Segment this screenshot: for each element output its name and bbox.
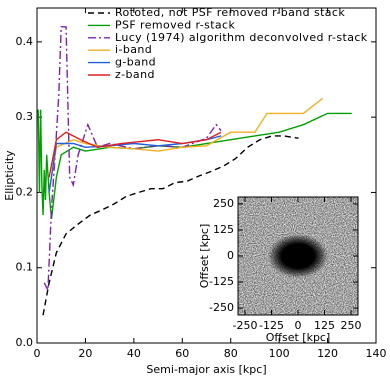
plot-frame [36,7,377,344]
y-tick-label: -250 [209,301,234,314]
y-axis-label: Offset [kpc] [198,224,211,289]
galaxy [268,234,328,278]
y-tick-label: 0.1 [16,261,34,274]
series-line [48,131,222,178]
y-tick-label: 0.3 [16,110,34,123]
legend-label: i-band [115,43,152,56]
x-tick-label: -250 [233,319,258,332]
series-line [48,97,324,193]
legend-label: z-band [115,68,155,81]
legend-label: g-band [115,56,156,69]
y-tick-label: 125 [213,223,234,236]
plot-frame [237,196,359,316]
legend-label: PSF removed r-stack [115,18,236,31]
series-line [42,135,299,316]
x-tick-label: 0 [295,319,302,332]
series-line [37,109,352,219]
legend-label: Rototed, not PSF removed r-band stack [115,6,345,19]
series-line [48,135,222,193]
x-tick-label: 40 [127,347,141,360]
x-tick-label: -125 [259,319,284,332]
y-tick-label: 0.2 [16,185,34,198]
x-tick-label: 60 [175,347,189,360]
x-tick-label: 20 [78,347,92,360]
y-axis-label: Ellipticity [3,150,16,201]
x-tick-label: 0 [34,347,41,360]
y-tick-label: 0.4 [16,35,34,48]
x-tick-label: 125 [314,319,335,332]
x-tick-label: 120 [317,347,338,360]
x-tick-label: 80 [224,347,238,360]
x-axis-label: Offset [kpc] [266,331,331,344]
y-tick-label: 250 [213,197,234,210]
x-tick-label: 140 [366,347,387,360]
y-tick-label: 0 [227,249,234,262]
x-tick-label: 250 [341,319,362,332]
x-axis-label: Semi-major axis [kpc] [146,363,266,376]
y-tick-label: 0.0 [16,336,34,349]
legend-label: Lucy (1974) algorithm deconvolved r-stac… [115,31,368,44]
x-tick-label: 100 [269,347,290,360]
y-tick-label: -125 [209,275,234,288]
